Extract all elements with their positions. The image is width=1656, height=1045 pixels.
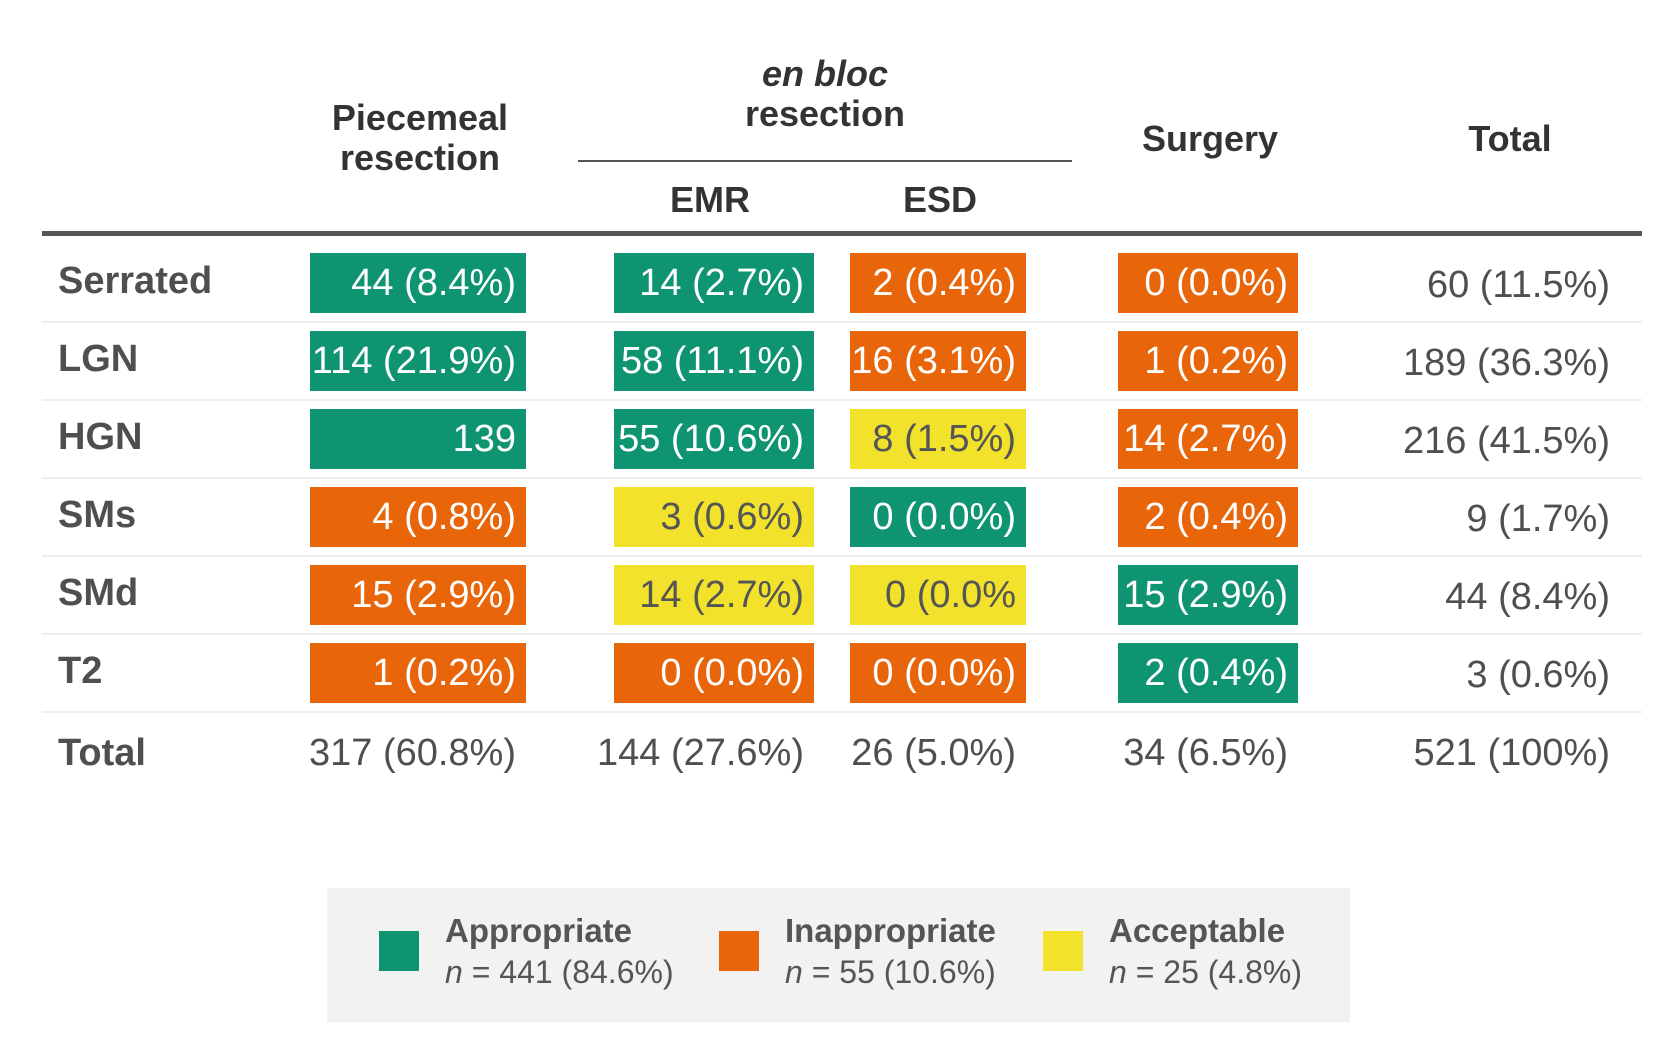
cell-row-total: 216 (41.5%) — [1402, 420, 1610, 462]
legend-swatch-appropriate — [379, 931, 419, 971]
legend-n-inappropriate: n = 55 (10.6%) — [785, 954, 996, 990]
legend-n-acceptable: n = 25 (4.8%) — [1109, 954, 1302, 990]
cell-surgery-inappropriate: 14 (2.7%) — [1118, 409, 1298, 469]
row-label: HGN — [58, 416, 143, 458]
cell-surgery-appropriate: 15 (2.9%) — [1118, 565, 1298, 625]
legend-swatch-acceptable — [1043, 931, 1083, 971]
legend-n-appropriate: n = 441 (84.6%) — [445, 954, 674, 990]
row-divider — [42, 555, 1642, 557]
row-divider — [42, 399, 1642, 401]
totals-emr: 144 (27.6%) — [596, 732, 804, 774]
cell-esd-inappropriate: 16 (3.1%) — [850, 331, 1026, 391]
legend-title-acceptable: Acceptable — [1109, 912, 1286, 949]
totals-label: Total — [58, 732, 146, 774]
cell-piecemeal-appropriate: 114 (21.9%) — [310, 331, 526, 391]
header-emr: EMR — [670, 179, 750, 220]
cell-row-total: 3 (0.6%) — [1466, 654, 1610, 696]
header-esd: ESD — [902, 179, 978, 220]
row-divider — [42, 633, 1642, 635]
legend-title-inappropriate: Inappropriate — [785, 912, 996, 949]
row-label: SMs — [58, 494, 137, 536]
totals-piecemeal: 317 (60.8%) — [308, 732, 516, 774]
totals-total: 521 (100%) — [1413, 732, 1610, 774]
cell-esd-inappropriate: 2 (0.4%) — [850, 253, 1026, 313]
cell-row-total: 189 (36.3%) — [1402, 342, 1610, 384]
row-label: SMd — [58, 572, 139, 614]
cell-emr-appropriate: 58 (11.1%) — [614, 331, 814, 391]
header-piecemeal-line2: resection — [339, 137, 501, 178]
cell-emr-acceptable: 14 (2.7%) — [614, 565, 814, 625]
header-piecemeal: Piecemeal resection — [300, 98, 540, 178]
header-enbloc-line1: en bloc — [761, 53, 889, 94]
cell-esd-appropriate: 0 (0.0%) — [850, 487, 1026, 547]
totals-esd: 26 (5.0%) — [851, 732, 1016, 774]
cell-esd-acceptable: 8 (1.5%) — [850, 409, 1026, 469]
legend-title-appropriate: Appropriate — [445, 912, 633, 949]
cell-emr-appropriate: 14 (2.7%) — [614, 253, 814, 313]
cell-row-total: 60 (11.5%) — [1426, 264, 1610, 306]
cell-piecemeal-appropriate: 44 (8.4%) — [310, 253, 526, 313]
cell-row-total: 9 (1.7%) — [1466, 498, 1610, 540]
totals-surgery: 34 (6.5%) — [1123, 732, 1288, 774]
header-piecemeal-line1: Piecemeal — [331, 97, 509, 138]
header-total: Total — [1468, 118, 1552, 159]
header-enbloc: en bloc resection — [580, 54, 1070, 134]
cell-piecemeal-inappropriate: 1 (0.2%) — [310, 643, 526, 703]
header-enbloc-rule — [578, 160, 1072, 162]
header-surgery: Surgery — [1141, 118, 1279, 159]
cell-piecemeal-inappropriate: 15 (2.9%) — [310, 565, 526, 625]
cell-esd-acceptable: 0 (0.0% — [850, 565, 1026, 625]
row-divider — [42, 477, 1642, 479]
cell-surgery-inappropriate: 1 (0.2%) — [1118, 331, 1298, 391]
row-divider — [42, 321, 1642, 323]
row-label: LGN — [58, 338, 139, 380]
cell-surgery-inappropriate: 0 (0.0%) — [1118, 253, 1298, 313]
legend-swatch-inappropriate — [719, 931, 759, 971]
cell-piecemeal-appropriate: 139 (26.7%) — [310, 409, 526, 520]
cell-piecemeal-inappropriate: 4 (0.8%) — [310, 487, 526, 547]
row-label: T2 — [58, 650, 103, 692]
cell-surgery-inappropriate: 2 (0.4%) — [1118, 487, 1298, 547]
cell-row-total: 44 (8.4%) — [1445, 576, 1610, 618]
cell-surgery-appropriate: 2 (0.4%) — [1118, 643, 1298, 703]
cell-emr-appropriate: 55 (10.6%) — [614, 409, 814, 469]
cell-emr-acceptable: 3 (0.6%) — [614, 487, 814, 547]
header-rule — [42, 231, 1642, 236]
header-enbloc-line2: resection — [744, 93, 906, 134]
legend: Appropriate n = 441 (84.6%) Inappropriat… — [327, 888, 1350, 1022]
cell-esd-inappropriate: 0 (0.0%) — [850, 643, 1026, 703]
cell-emr-inappropriate: 0 (0.0%) — [614, 643, 814, 703]
row-label: Serrated — [58, 260, 213, 302]
row-divider — [42, 711, 1642, 713]
